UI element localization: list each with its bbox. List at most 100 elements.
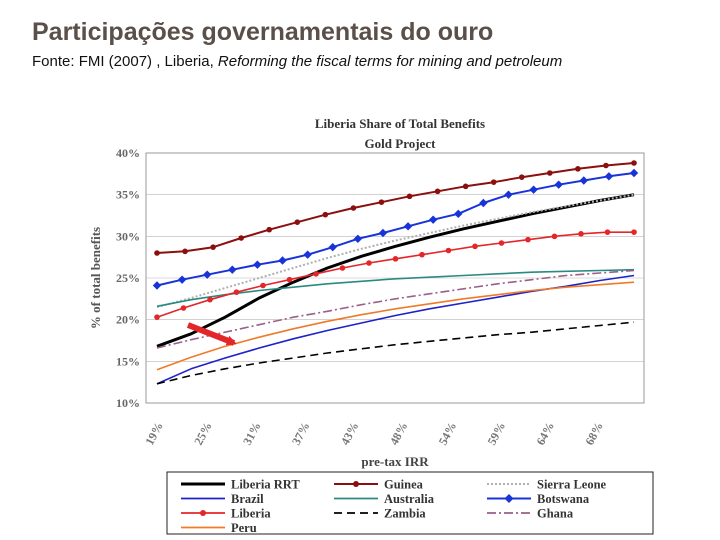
legend-label-peru: Peru	[231, 521, 257, 535]
series-liberia-point	[260, 282, 266, 289]
y-axis-label: % of total benefits	[88, 227, 103, 329]
series-liberia-point	[525, 236, 531, 243]
x-tick-label: 54%	[436, 420, 460, 448]
series-guinea-point	[238, 235, 244, 241]
series-botswana-point	[479, 198, 488, 208]
y-tick-label: 20%	[116, 313, 140, 327]
source-report-title: Reforming the fiscal terms for mining an…	[217, 53, 563, 70]
series-guinea-point	[266, 226, 273, 233]
x-tick-label: 68%	[582, 420, 606, 448]
series-guinea-point	[462, 183, 469, 190]
series-zambia-line	[156, 321, 635, 385]
series-guinea-point	[631, 160, 637, 166]
series-liberia-point	[233, 289, 240, 295]
series-guinea-point	[294, 219, 301, 225]
y-axis-ticks: 10% 15% 20% 25% 30% 35% 40%	[116, 146, 140, 410]
highlight-arrow	[186, 322, 237, 346]
series-liberia-point	[180, 305, 187, 311]
x-tick-label: 37%	[289, 420, 313, 448]
series-liberia-point	[286, 276, 293, 283]
y-tick-label: 25%	[116, 271, 140, 285]
legend-box	[166, 471, 654, 535]
series-botswana-point	[303, 250, 312, 259]
series-liberia-point	[551, 233, 558, 240]
series-liberia-point	[419, 251, 425, 258]
x-axis-label: pre-tax IRR	[361, 454, 429, 469]
series-guinea-point	[210, 244, 216, 250]
series-lines	[152, 160, 639, 385]
series-liberia-point	[366, 260, 372, 266]
series-guinea-point	[322, 211, 329, 218]
series-liberia-point	[339, 265, 346, 271]
slide-title: Participações governamentais do ouro	[32, 18, 494, 46]
x-tick-label: 31%	[240, 420, 264, 448]
series-guinea-point	[547, 170, 553, 176]
series-liberia-point	[154, 314, 160, 320]
series-guinea-point	[434, 188, 441, 195]
series-guinea-point	[490, 179, 497, 185]
x-tick-label: 59%	[485, 420, 509, 448]
series-botswana-point	[152, 281, 162, 290]
series-liberia-point	[578, 231, 584, 237]
series-guinea-line	[156, 162, 635, 254]
series-liberia-point	[207, 296, 213, 303]
legend-marker-liberia	[200, 510, 206, 516]
y-tick-label: 35%	[116, 188, 140, 202]
series-liberia-point	[498, 240, 505, 246]
series-liberia-rrt-line	[156, 193, 635, 348]
series-sierra-leone-line	[156, 193, 635, 309]
series-botswana-point	[203, 270, 212, 279]
series-liberia-point	[472, 243, 478, 250]
legend-label-botswana: Botswana	[537, 492, 590, 506]
series-botswana-point	[353, 234, 363, 244]
legend-marker-botswana	[504, 494, 514, 503]
source-citation: Fonte: FMI (2007) , Liberia, Reforming t…	[32, 53, 562, 70]
series-botswana-point	[579, 176, 588, 185]
series-guinea-point	[518, 174, 525, 180]
series-botswana-point	[403, 222, 413, 231]
x-axis-ticks: 19% 25% 31% 37% 43% 48% 54% 59% 64% 68%	[142, 420, 606, 448]
legend-marker-guinea	[353, 481, 359, 487]
y-tick-label: 10%	[116, 396, 140, 410]
series-guinea-point	[182, 248, 188, 255]
x-tick-label: 64%	[533, 420, 557, 448]
legend-label-ghana: Ghana	[537, 507, 574, 521]
series-botswana-point	[454, 209, 463, 219]
x-tick-label: 43%	[338, 420, 362, 448]
legend-label-australia: Australia	[384, 492, 435, 506]
chart-subtitle: Gold Project	[365, 136, 437, 151]
y-tick-label: 15%	[116, 354, 140, 368]
series-liberia-point	[631, 229, 637, 235]
series-botswana-point	[629, 168, 639, 178]
series-liberia-point	[392, 256, 399, 262]
y-tick-label: 40%	[116, 146, 140, 160]
series-liberia-point	[604, 229, 611, 235]
series-guinea-point	[378, 199, 385, 205]
legend-label-liberia-rrt: Liberia RRT	[231, 478, 300, 492]
legend-label-liberia: Liberia	[231, 507, 271, 521]
series-botswana-point	[328, 242, 337, 252]
series-guinea-point	[154, 250, 160, 256]
y-tick-label: 30%	[116, 229, 140, 243]
legend-label-brazil: Brazil	[231, 492, 264, 506]
source-prefix: Fonte: FMI (2007) , Liberia,	[32, 53, 218, 70]
series-liberia-point	[445, 247, 452, 254]
legend: Liberia RRT Guinea Sierra Leone Brazil Austr…	[166, 471, 654, 535]
legend-label-guinea: Guinea	[384, 478, 424, 492]
legend-label-zambia: Zambia	[384, 507, 426, 521]
x-tick-label: 48%	[387, 420, 411, 448]
series-botswana-point	[428, 215, 438, 224]
series-botswana-point	[604, 172, 614, 181]
series-botswana-point	[554, 180, 563, 189]
series-botswana-line	[156, 172, 635, 287]
series-botswana-point	[253, 260, 262, 269]
series-botswana-point	[278, 256, 287, 265]
x-tick-label: 25%	[191, 420, 215, 448]
series-botswana-point	[378, 228, 388, 238]
series-botswana-point	[529, 185, 538, 194]
legend-label-sierra-leone: Sierra Leone	[537, 478, 607, 492]
series-ghana-line	[156, 269, 635, 349]
series-liberia-point	[313, 271, 319, 277]
series-botswana-point	[228, 265, 237, 274]
